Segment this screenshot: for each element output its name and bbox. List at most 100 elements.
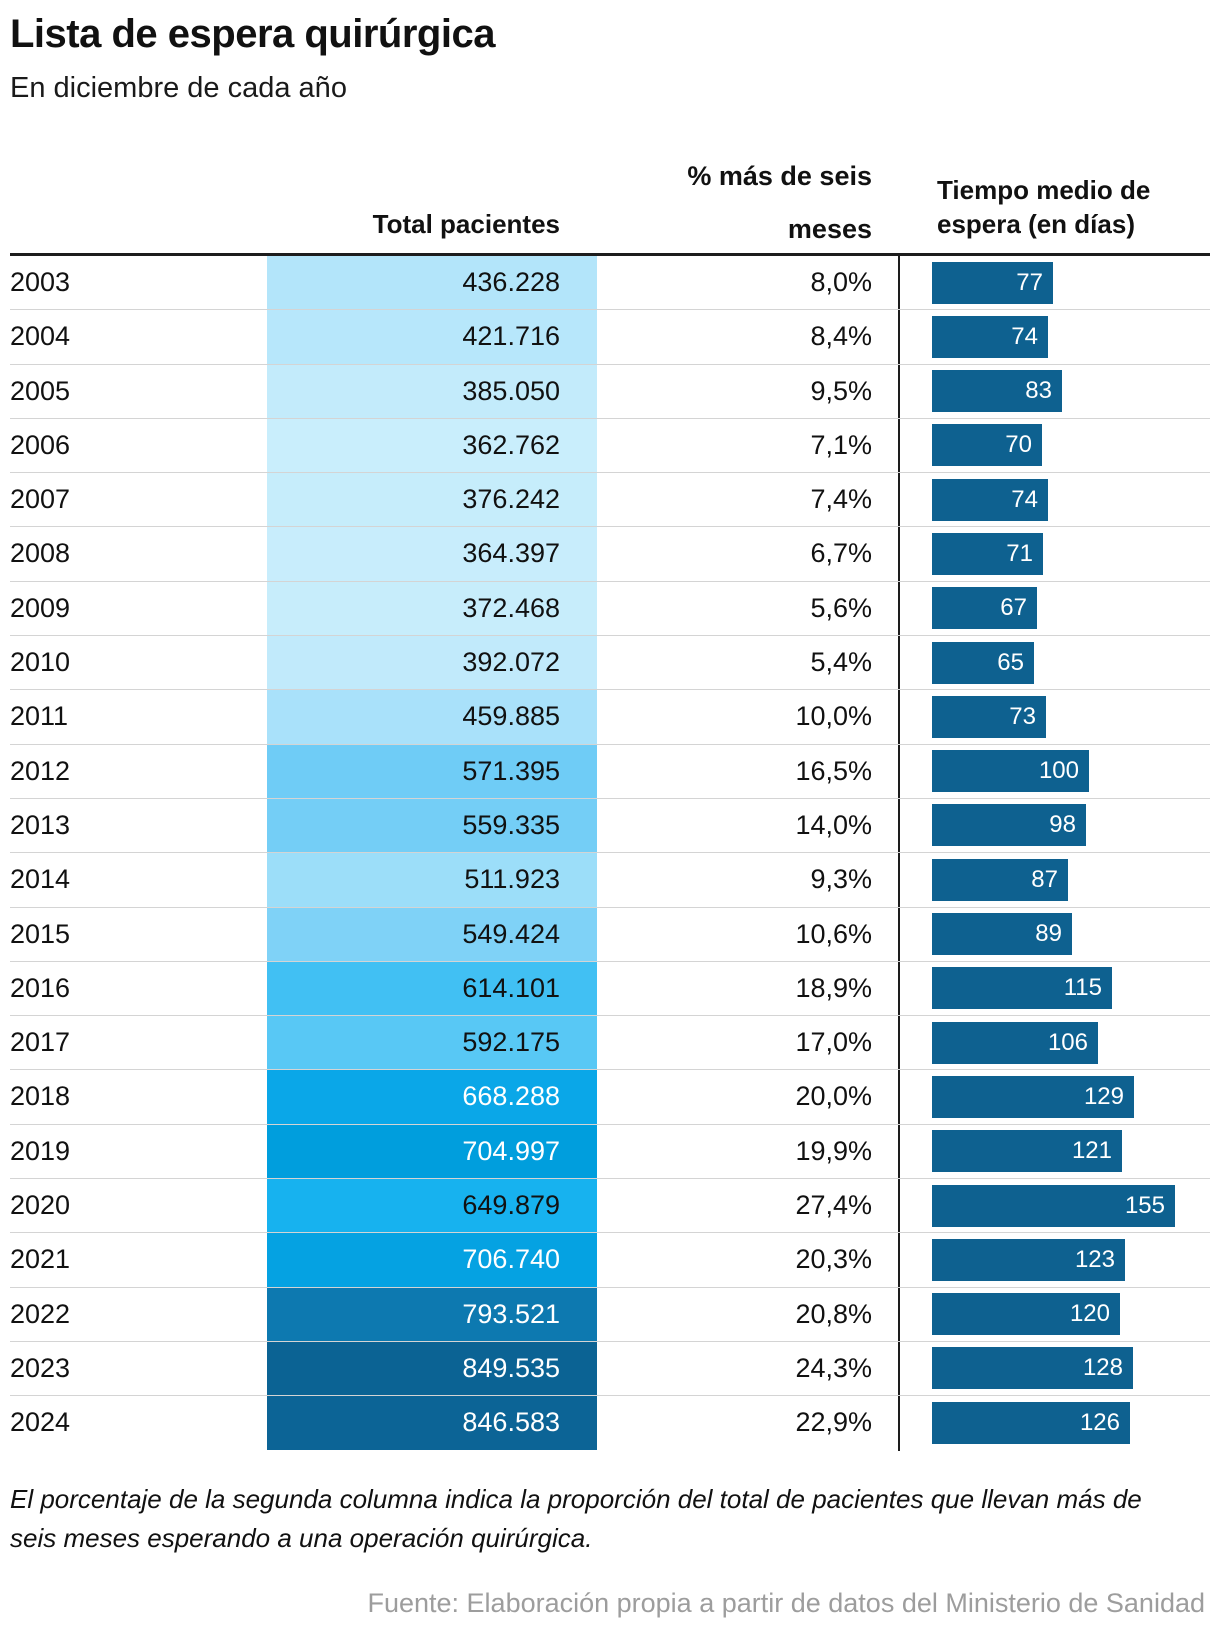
- pct-over-six-months-value: 6,7%: [810, 538, 872, 569]
- total-patients-cell: 372.468: [267, 581, 597, 636]
- pct-over-six-months-value: 10,6%: [795, 918, 872, 949]
- table-row: 2009 372.468 5,6% 67: [10, 581, 1210, 637]
- total-patients-value: 649.879: [462, 1190, 560, 1221]
- pct-over-six-months-value: 17,0%: [795, 1027, 872, 1058]
- wait-bar-zone: 100: [932, 750, 1089, 793]
- year-label: 2023: [10, 1352, 71, 1383]
- total-patients-value: 571.395: [462, 755, 560, 786]
- total-patients-cell: 392.072: [267, 636, 597, 690]
- wait-days-bar: 67: [932, 587, 1037, 630]
- wait-bar-zone: 115: [932, 967, 1112, 1010]
- wait-days-value: 126: [1079, 1408, 1120, 1436]
- wait-days-bar: 71: [932, 532, 1043, 575]
- wait-bar-zone: 106: [932, 1021, 1098, 1064]
- wait-days-bar: 126: [932, 1401, 1130, 1444]
- total-patients-value: 392.072: [462, 647, 560, 678]
- wait-days-value: 83: [1025, 377, 1052, 405]
- pct-over-six-months-value: 16,5%: [795, 755, 872, 786]
- wait-days-bar: 155: [932, 1184, 1175, 1227]
- total-patients-cell: 385.050: [267, 364, 597, 418]
- pct-over-six-months-value: 5,4%: [810, 647, 872, 678]
- year-label: 2009: [10, 592, 71, 623]
- table-row: 2008 364.397 6,7% 71: [10, 527, 1210, 582]
- table-row: 2022 793.521 20,8% 120: [10, 1287, 1210, 1342]
- bar-axis-line: [898, 256, 900, 1451]
- total-patients-cell: 668.288: [267, 1070, 597, 1124]
- total-patients-value: 592.175: [462, 1027, 560, 1058]
- year-label: 2008: [10, 538, 71, 569]
- wait-days-value: 74: [1011, 322, 1038, 350]
- wait-days-bar: 98: [932, 804, 1086, 847]
- total-patients-cell: 549.424: [267, 907, 597, 961]
- wait-days-bar: 83: [932, 370, 1062, 413]
- total-patients-cell: 436.228: [267, 256, 597, 310]
- wait-days-value: 155: [1124, 1191, 1165, 1219]
- table-row: 2019 704.997 19,9% 121: [10, 1124, 1210, 1180]
- total-patients-cell: 571.395: [267, 744, 597, 798]
- column-headers: Total pacientes % más de seis meses Tiem…: [10, 150, 1210, 253]
- table-row: 2003 436.228 8,0% 77: [10, 256, 1210, 311]
- wait-days-value: 71: [1006, 539, 1033, 567]
- total-patients-cell: 849.535: [267, 1341, 597, 1396]
- wait-days-bar: 129: [932, 1075, 1134, 1118]
- total-patients-value: 549.424: [462, 918, 560, 949]
- footnote: El porcentaje de la segunda columna indi…: [10, 1484, 1142, 1553]
- total-patients-value: 793.521: [462, 1298, 560, 1329]
- pct-over-six-months-value: 9,3%: [810, 864, 872, 895]
- wait-days-bar: 100: [932, 750, 1089, 793]
- wait-days-bar: 73: [932, 695, 1046, 738]
- table-row: 2014 511.923 9,3% 87: [10, 853, 1210, 908]
- wait-bar-zone: 73: [932, 695, 1046, 738]
- wait-days-value: 121: [1071, 1137, 1112, 1165]
- year-label: 2017: [10, 1027, 71, 1058]
- pct-over-six-months-value: 7,4%: [810, 484, 872, 515]
- year-label: 2019: [10, 1135, 71, 1166]
- table-row: 2018 668.288 20,0% 129: [10, 1070, 1210, 1125]
- total-patients-value: 846.583: [462, 1407, 560, 1438]
- total-patients-value: 362.762: [462, 429, 560, 460]
- total-patients-value: 436.228: [462, 267, 560, 297]
- wait-days-bar: 65: [932, 641, 1034, 684]
- year-label: 2007: [10, 484, 71, 515]
- table-row: 2023 849.535 24,3% 128: [10, 1341, 1210, 1397]
- wait-bar-zone: 83: [932, 370, 1062, 413]
- wait-days-value: 120: [1069, 1300, 1110, 1328]
- column-header-total-pacientes: Total pacientes: [372, 209, 560, 239]
- column-header-pct-seis-meses: % más de seis meses: [687, 161, 872, 244]
- wait-days-value: 123: [1074, 1245, 1115, 1273]
- total-patients-cell: 706.740: [267, 1233, 597, 1287]
- pct-over-six-months-value: 22,9%: [795, 1407, 872, 1438]
- wait-days-bar: 70: [932, 424, 1042, 467]
- total-patients-value: 372.468: [462, 592, 560, 623]
- year-label: 2004: [10, 321, 71, 352]
- total-patients-value: 614.101: [462, 972, 560, 1003]
- wait-bar-zone: 87: [932, 858, 1068, 901]
- wait-bar-zone: 120: [932, 1293, 1120, 1336]
- total-patients-cell: 376.242: [267, 473, 597, 527]
- source-credit: Fuente: Elaboración propia a partir de d…: [367, 1588, 1205, 1618]
- wait-days-value: 89: [1035, 920, 1062, 948]
- table-row: 2016 614.101 18,9% 115: [10, 961, 1210, 1017]
- table-row: 2005 385.050 9,5% 83: [10, 364, 1210, 419]
- wait-bar-zone: 129: [932, 1075, 1134, 1118]
- wait-bar-zone: 126: [932, 1401, 1130, 1444]
- table-row: 2020 649.879 27,4% 155: [10, 1179, 1210, 1234]
- wait-days-value: 106: [1047, 1028, 1088, 1056]
- wait-bar-zone: 123: [932, 1238, 1125, 1281]
- wait-bar-zone: 74: [932, 315, 1048, 358]
- page-subtitle: En diciembre de cada año: [10, 72, 347, 104]
- wait-days-bar: 74: [932, 478, 1048, 521]
- year-label: 2013: [10, 809, 71, 840]
- year-label: 2021: [10, 1244, 71, 1275]
- total-patients-cell: 364.397: [267, 527, 597, 581]
- wait-bar-zone: 70: [932, 424, 1042, 467]
- pct-over-six-months-value: 7,1%: [810, 429, 872, 460]
- wait-days-value: 87: [1031, 865, 1058, 893]
- table-row: 2004 421.716 8,4% 74: [10, 310, 1210, 365]
- wait-days-bar: 106: [932, 1021, 1098, 1064]
- total-patients-value: 706.740: [462, 1244, 560, 1275]
- total-patients-value: 559.335: [462, 809, 560, 840]
- year-label: 2024: [10, 1407, 71, 1438]
- total-patients-value: 668.288: [462, 1081, 560, 1112]
- year-label: 2018: [10, 1081, 71, 1112]
